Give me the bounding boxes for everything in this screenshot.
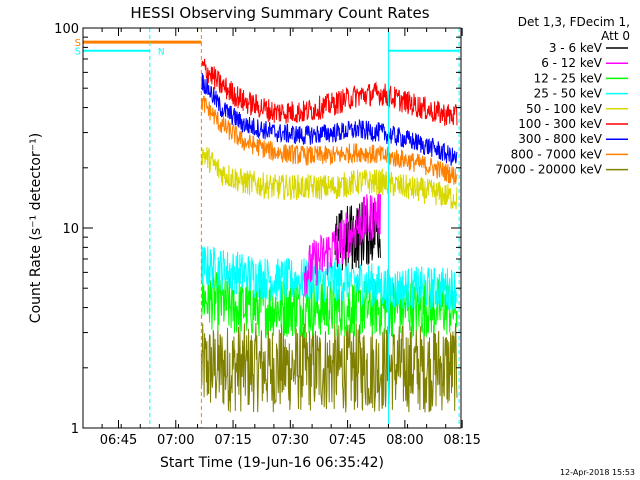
y-axis-label: Count Rate (s⁻¹ detector⁻¹): [28, 133, 44, 323]
x-tick-label: 08:00: [386, 433, 423, 448]
x-axis-label: Start Time (19-Jun-16 06:35:42): [160, 455, 384, 471]
series-3-6-kev-line: [334, 197, 381, 271]
saa-flag-axis-label: S: [75, 47, 81, 58]
legend-entry-label: 12 - 25 keV: [534, 71, 603, 85]
y-tick-label: 1: [71, 422, 79, 437]
legend-header-2: Att 0: [601, 29, 630, 43]
series-25-50-kev-line: [200, 245, 458, 311]
series-100-300-kev-line: [200, 58, 458, 126]
series-50-100-kev-line: [200, 147, 458, 210]
y-tick-label: 100: [54, 22, 79, 37]
x-tick-label: 06:45: [100, 433, 137, 448]
attenuator-state-label: S: [75, 38, 81, 49]
legend-entry-label: 7000 - 20000 keV: [495, 163, 602, 177]
series-300-800-kev-line: [200, 72, 458, 166]
legend-entry-label: 3 - 6 keV: [549, 41, 603, 55]
legend-entry-label: 100 - 300 keV: [518, 117, 602, 131]
legend-header-1: Det 1,3, FDecim 1,: [518, 15, 630, 29]
series-7000-20000-kev-line: [200, 322, 458, 413]
legend-entry-label: 25 - 50 keV: [534, 87, 603, 101]
legend-entry-label: 50 - 100 keV: [526, 102, 603, 116]
saa-flag-label: N: [158, 48, 165, 58]
series-800-7000-kev-line: [200, 95, 458, 185]
series-6-12-kev-line: [304, 188, 381, 297]
x-tick-label: 07:00: [157, 433, 194, 448]
legend-entry-label: 800 - 7000 keV: [511, 147, 603, 161]
x-tick-label: 07:15: [214, 433, 251, 448]
x-tick-label: 07:45: [329, 433, 366, 448]
legend-entry-label: 6 - 12 keV: [541, 56, 603, 70]
series-12-25-kev-line: [200, 271, 458, 339]
x-tick-label: 07:30: [272, 433, 309, 448]
chart-title: HESSI Observing Summary Count Rates: [130, 4, 429, 22]
y-tick-label: 10: [62, 222, 79, 237]
x-tick-label: 08:15: [443, 433, 480, 448]
legend-entry-label: 300 - 800 keV: [518, 132, 602, 146]
footer-date-stamp: 12-Apr-2018 15:53: [560, 468, 635, 477]
